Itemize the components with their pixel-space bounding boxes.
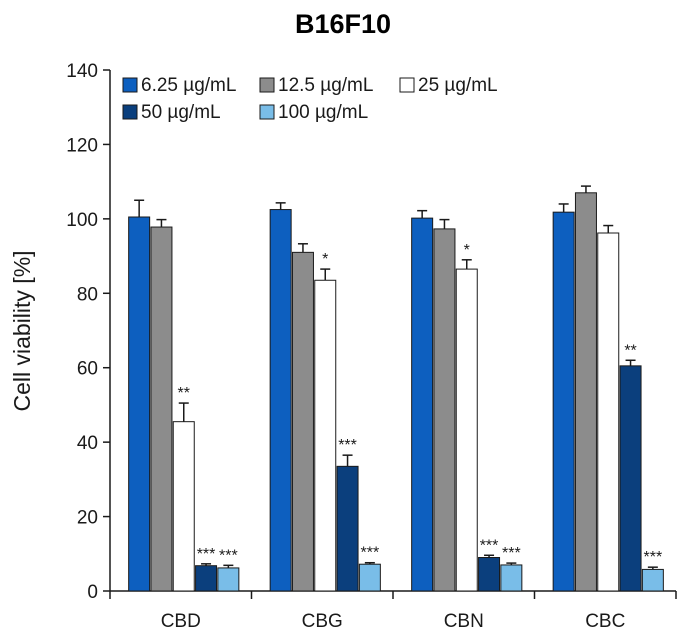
bar bbox=[172, 421, 195, 592]
legend-swatch bbox=[122, 77, 138, 93]
legend-swatch bbox=[259, 104, 275, 120]
bar bbox=[358, 563, 381, 592]
x-tick-label: CBC bbox=[585, 611, 625, 632]
significance-label: * bbox=[464, 242, 470, 259]
y-tick-label: 140 bbox=[66, 61, 98, 82]
significance-label: *** bbox=[361, 545, 380, 562]
legend-label: 6.25 µg/mL bbox=[141, 75, 236, 96]
bar bbox=[619, 365, 642, 592]
legend-swatch bbox=[122, 104, 138, 120]
bar bbox=[336, 465, 359, 592]
bar bbox=[641, 568, 664, 592]
bar bbox=[291, 251, 314, 592]
legend-label: 12.5 µg/mL bbox=[278, 75, 373, 96]
legend-swatch bbox=[399, 77, 415, 93]
y-tick-label: 80 bbox=[77, 284, 98, 305]
bar bbox=[552, 211, 575, 592]
bar bbox=[128, 216, 151, 592]
bar bbox=[574, 192, 597, 592]
bar bbox=[411, 217, 434, 592]
bar bbox=[597, 232, 620, 592]
legend-label: 25 µg/mL bbox=[418, 75, 498, 96]
bar bbox=[500, 564, 523, 592]
bar bbox=[455, 268, 478, 592]
bar bbox=[269, 209, 292, 592]
y-tick-label: 100 bbox=[66, 210, 98, 231]
bar bbox=[314, 279, 337, 592]
bar bbox=[478, 557, 501, 592]
significance-label: * bbox=[322, 251, 328, 268]
significance-label: ** bbox=[624, 342, 636, 359]
legend: 6.25 µg/mL 12.5 µg/mL 25 µg/mL 50 µg/mL 100 … bbox=[122, 75, 498, 123]
y-tick-label: 0 bbox=[87, 582, 98, 603]
bar bbox=[433, 228, 456, 592]
y-tick-label: 40 bbox=[77, 433, 98, 454]
x-tick-label: CBD bbox=[161, 611, 201, 632]
significance-label: *** bbox=[644, 549, 663, 566]
x-tick-label: CBG bbox=[302, 611, 343, 632]
significance-label: *** bbox=[219, 547, 238, 564]
bar bbox=[195, 565, 218, 592]
legend-swatch bbox=[259, 77, 275, 93]
significance-label: ** bbox=[178, 385, 190, 402]
y-axis-label: Cell viability [%] bbox=[9, 250, 35, 411]
y-tick-label: 60 bbox=[77, 359, 98, 380]
significance-label: *** bbox=[338, 437, 357, 454]
chart-title: B16F10 bbox=[295, 9, 391, 39]
x-tick-label: CBN bbox=[444, 611, 484, 632]
significance-label: *** bbox=[502, 545, 521, 562]
significance-label: *** bbox=[197, 546, 216, 563]
y-tick-label: 20 bbox=[77, 508, 98, 529]
bar bbox=[150, 226, 173, 592]
significance-label: *** bbox=[480, 537, 499, 554]
legend-label: 50 µg/mL bbox=[141, 102, 221, 123]
legend-label: 100 µg/mL bbox=[278, 102, 368, 123]
bar bbox=[217, 567, 240, 592]
y-tick-label: 120 bbox=[66, 135, 98, 156]
